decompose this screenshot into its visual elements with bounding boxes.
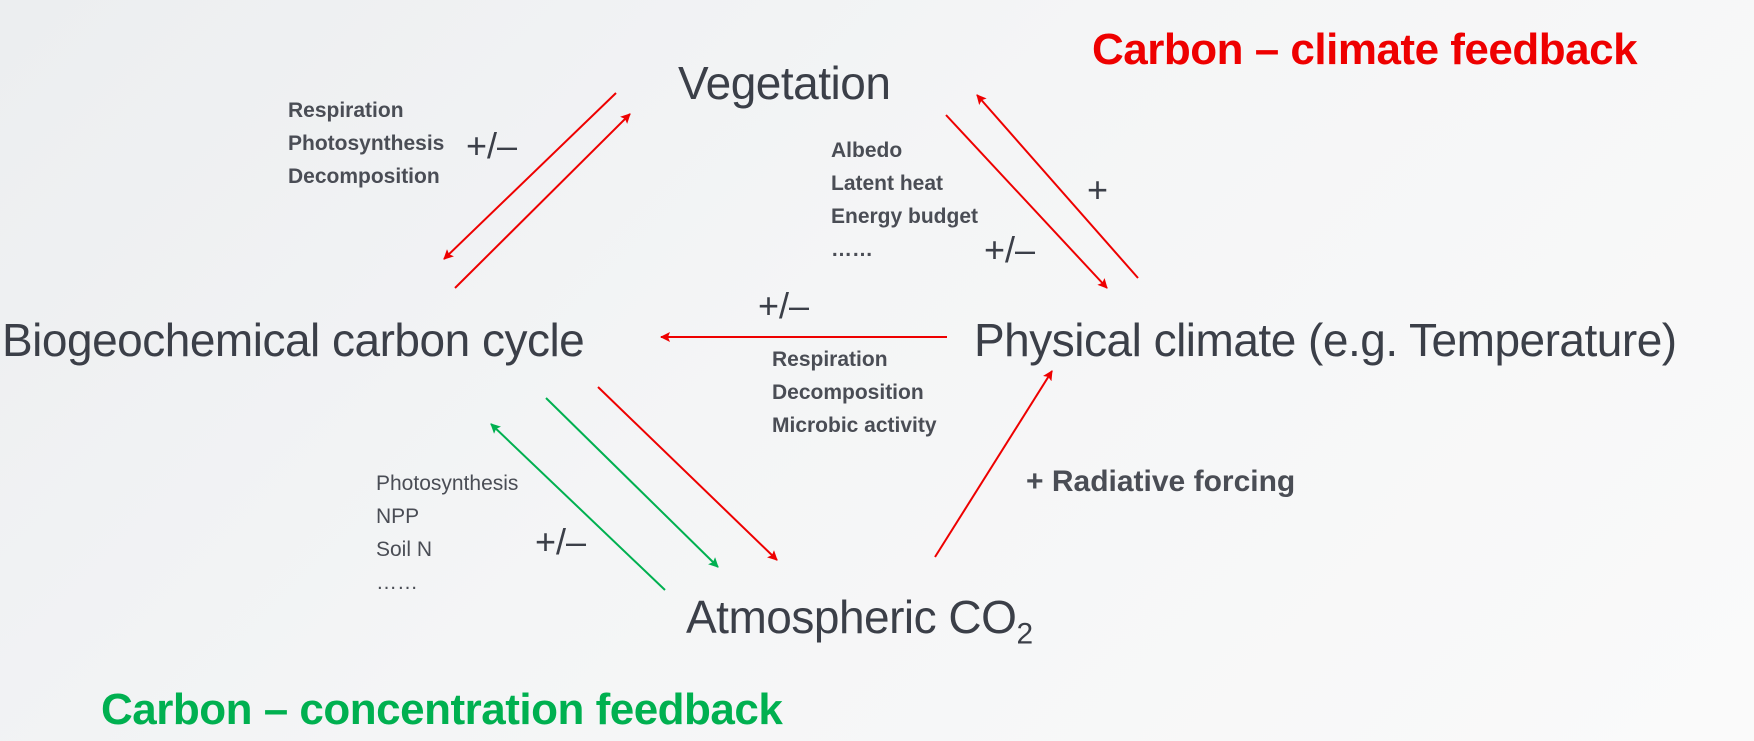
- arrow-co2-to-carbon-cycle-green: [490, 423, 666, 591]
- process-albedo: Albedo: [831, 139, 903, 162]
- process-photosynthesis: Photosynthesis: [288, 132, 445, 155]
- process-respiration: Respiration: [288, 99, 404, 122]
- process-decomposition: Decomposition: [288, 165, 440, 188]
- veg-climate-plus-minus-sign: +/–: [984, 229, 1036, 270]
- arrow-carbon-cycle-to-vegetation: [454, 113, 631, 289]
- arrow-carbon-cycle-to-co2-red: [597, 386, 778, 561]
- arrow-physical-climate-to-vegetation: [976, 94, 1139, 279]
- arrow-vegetation-to-carbon-cycle: [443, 92, 617, 260]
- veg-cycle-sign: +/–: [466, 125, 518, 166]
- veg-cycle-process-list: Respiration Photosynthesis Decomposition: [288, 94, 444, 193]
- process-respiration-2: Respiration: [772, 348, 888, 371]
- process-photosynthesis-2: Photosynthesis: [376, 472, 519, 495]
- atmospheric-co2-node: Atmospheric CO2: [686, 591, 1033, 649]
- process-npp: NPP: [376, 505, 420, 528]
- arrow-vegetation-to-physical-climate: [945, 114, 1108, 289]
- process-ellipsis-2: ……: [376, 571, 418, 594]
- carbon-climate-feedback-title: Carbon – climate feedback: [1092, 25, 1638, 74]
- physical-climate-node: Physical climate (e.g. Temperature): [974, 314, 1677, 366]
- process-decomposition-2: Decomposition: [772, 381, 924, 404]
- veg-climate-process-list: Albedo Latent heat Energy budget ……: [831, 134, 978, 266]
- carbon-cycle-node: Biogeochemical carbon cycle: [2, 314, 585, 366]
- arrow-carbon-cycle-to-co2-green: [545, 397, 719, 568]
- process-energy-budget: Energy budget: [831, 205, 979, 228]
- vegetation-node: Vegetation: [678, 57, 891, 109]
- arrow-co2-to-physical-climate: [934, 370, 1053, 558]
- radiative-forcing-label: + Radiative forcing: [1026, 465, 1296, 498]
- carbon-concentration-feedback-title: Carbon – concentration feedback: [101, 685, 783, 734]
- climate-cycle-sign: +/–: [758, 285, 810, 326]
- process-latent-heat: Latent heat: [831, 172, 944, 195]
- process-microbic-activity: Microbic activity: [772, 414, 937, 437]
- process-soil-n: Soil N: [376, 538, 433, 561]
- co2-subscript: 2: [1016, 617, 1033, 651]
- climate-cycle-process-list: Respiration Decomposition Microbic activ…: [772, 343, 937, 442]
- cycle-co2-process-list: Photosynthesis NPP Soil N ……: [376, 467, 518, 599]
- cycle-co2-sign: +/–: [535, 521, 587, 562]
- atmospheric-co2-label: Atmospheric CO: [686, 591, 1017, 643]
- veg-climate-plus-sign: +: [1087, 169, 1109, 210]
- process-ellipsis: ……: [831, 238, 873, 261]
